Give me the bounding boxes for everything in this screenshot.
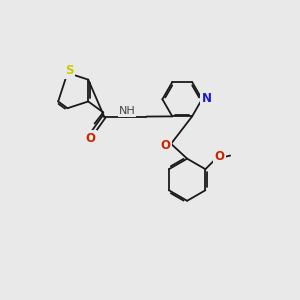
Text: O: O [215,150,225,163]
Text: S: S [65,64,74,77]
Text: NH: NH [118,106,135,116]
Text: N: N [202,92,212,105]
Text: O: O [85,132,96,145]
Text: O: O [160,139,171,152]
